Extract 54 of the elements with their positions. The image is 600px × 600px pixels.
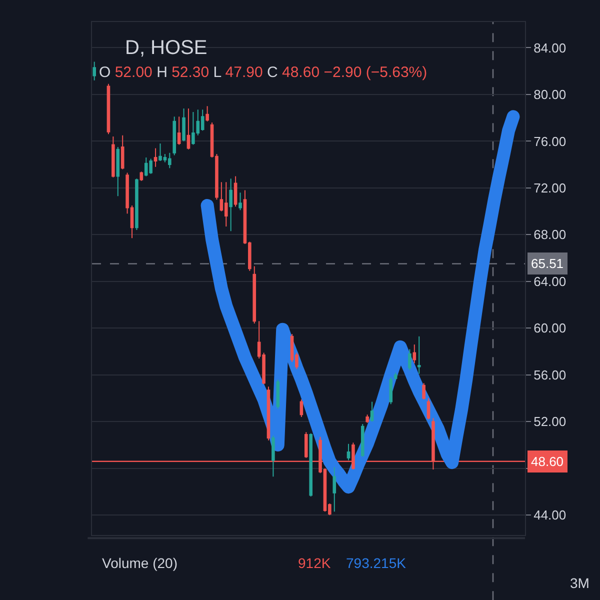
candlestick <box>106 83 110 135</box>
candlestick <box>389 376 393 405</box>
y-tick-label: 44.00 <box>534 508 566 523</box>
candlestick <box>234 176 238 208</box>
candlestick <box>276 379 280 410</box>
candlestick <box>370 401 374 422</box>
y-tick-label: 76.00 <box>534 134 566 149</box>
candlestick <box>300 398 304 418</box>
candlestick <box>182 108 186 142</box>
candlestick <box>346 443 350 461</box>
candlestick <box>332 466 336 512</box>
candlestick <box>116 146 120 197</box>
candlestick <box>394 372 398 380</box>
ref-line-label: 48.60 <box>531 454 564 469</box>
candlestick <box>408 348 412 371</box>
candlestick <box>186 108 190 150</box>
text: O 52.00 H 52.30 L 47.90 C 48.60 −2.90 (−5.63%) <box>99 64 428 81</box>
candlestick <box>266 386 270 441</box>
candlestick <box>422 382 426 400</box>
candlestick <box>252 266 256 324</box>
ref-line-label: 65.51 <box>531 256 564 271</box>
candlestick <box>426 398 430 420</box>
y-tick-label: 60.00 <box>534 320 566 336</box>
candlestick <box>360 423 364 458</box>
candlestick <box>120 134 124 170</box>
text: 793.215K <box>346 555 407 571</box>
candlestick <box>177 116 181 146</box>
y-tick-label: 80.00 <box>534 87 566 102</box>
y-tick-label: 64.00 <box>534 274 566 289</box>
candlestick <box>304 432 308 458</box>
candlestick <box>206 106 209 122</box>
candlestick <box>238 192 242 211</box>
y-tick-label: 68.00 <box>534 227 566 242</box>
text: 912K <box>298 555 332 571</box>
y-tick-label: 52.00 <box>534 414 566 430</box>
candlestick <box>417 336 421 374</box>
candlestick <box>224 182 228 227</box>
candlestick <box>272 435 275 478</box>
candlestick <box>135 178 138 230</box>
candlestick <box>92 61 96 81</box>
candlestick <box>412 344 416 364</box>
y-tick-label: 72.00 <box>534 180 566 196</box>
candlestick <box>154 148 158 168</box>
candlestick <box>140 171 144 182</box>
text: 3M <box>570 575 590 591</box>
y-tick-label: 56.00 <box>534 367 566 382</box>
candlestick <box>229 178 232 232</box>
candlestick <box>112 136 115 178</box>
candlestick <box>172 116 176 156</box>
y-tick-label: 84.00 <box>534 40 566 56</box>
candlestick <box>366 414 369 424</box>
text: D, HOSE <box>125 37 208 59</box>
text: Volume (20) <box>102 555 178 571</box>
candlestick <box>309 432 313 497</box>
